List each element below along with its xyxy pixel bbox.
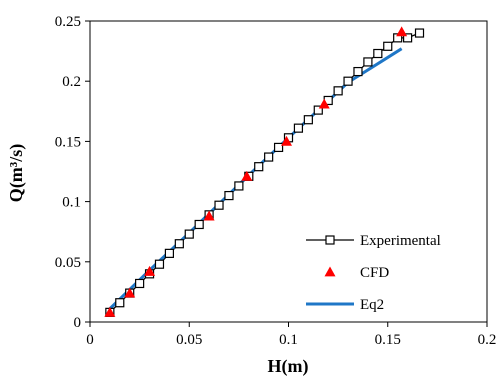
experimental-point (174, 239, 184, 249)
y-tick-label: 0.25 (55, 14, 81, 30)
series-layer (104, 26, 425, 317)
experimental-point (403, 33, 413, 43)
legend-cfd-marker (324, 266, 336, 277)
y-tick-label: 0.05 (55, 255, 81, 271)
experimental-point (273, 142, 284, 153)
cfd-point (124, 287, 136, 298)
legend-eq2-label: Eq2 (360, 297, 384, 313)
experimental-point (254, 162, 264, 172)
x-tick-label: 0.1 (279, 332, 298, 348)
x-tick-label: 0.05 (176, 332, 202, 348)
cfd-point (241, 170, 253, 181)
cfd-point (396, 26, 408, 37)
experimental-point (194, 219, 204, 230)
cfd-point (144, 265, 156, 276)
experimental-point (414, 28, 425, 38)
experimental-point (373, 48, 383, 59)
y-axis-title: Q(m³/s) (6, 144, 27, 202)
cfd-point (104, 306, 116, 317)
experimental-point (343, 76, 353, 86)
experimental-point (264, 152, 274, 162)
x-axis-title: H(m) (268, 356, 309, 377)
y-tick-label: 0 (74, 315, 82, 331)
experimental-point (234, 181, 244, 191)
cfd-point (203, 210, 215, 221)
y-tick-label: 0.2 (62, 74, 81, 90)
y-tick-label: 0.1 (62, 195, 81, 211)
axes: 0 0.05 0.1 0.15 0.2 0 0.05 0.1 0.15 0.2 0.25 (55, 14, 497, 348)
legend-cfd-label: CFD (360, 265, 389, 281)
x-tick-label: 0.15 (375, 332, 401, 348)
legend-experimental-label: Experimental (360, 233, 441, 249)
experimental-point (383, 41, 393, 51)
experimental-point (333, 86, 343, 96)
experimental-point (353, 66, 363, 77)
legend: Experimental CFD Eq2 (306, 233, 441, 313)
x-tick-label: 0.2 (478, 332, 497, 348)
x-tick-label: 0 (86, 332, 94, 348)
experimental-point (293, 123, 304, 133)
experimental-point (214, 200, 224, 210)
experimental-point (154, 259, 165, 269)
experimental-point (363, 57, 373, 67)
legend-experimental-marker (325, 235, 335, 245)
experimental-point (135, 278, 145, 289)
experimental-point (164, 248, 174, 258)
experimental-point (303, 115, 313, 125)
experimental-point (115, 298, 125, 308)
cfd-point (281, 135, 293, 146)
experimental-point (224, 190, 234, 201)
cfd-point (318, 98, 330, 109)
experimental-point (313, 105, 323, 115)
y-tick-label: 0.15 (55, 134, 81, 150)
experimental-point (184, 229, 194, 239)
